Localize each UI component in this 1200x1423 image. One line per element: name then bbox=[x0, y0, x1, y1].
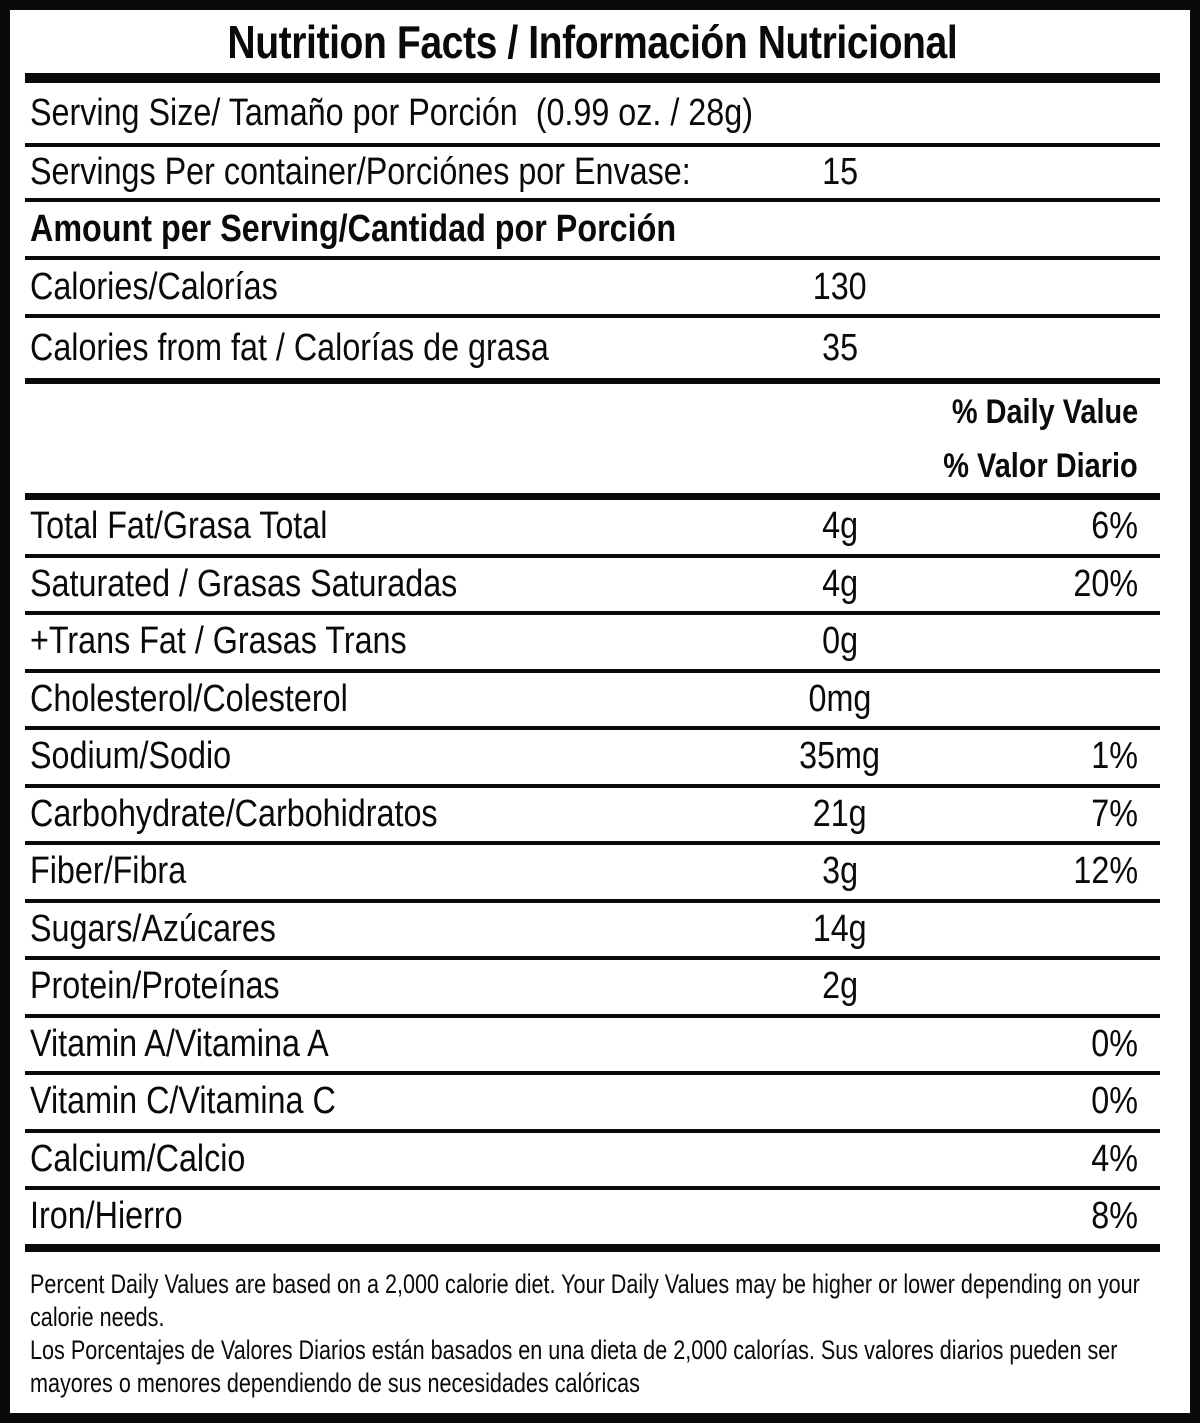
divider bbox=[25, 783, 1160, 788]
nutrient-label: Cholesterol/Colesterol bbox=[30, 677, 348, 720]
amount-per-serving-row: Amount per Serving/Cantidad por Porción bbox=[25, 202, 1160, 256]
nutrient-amount: 4g bbox=[822, 562, 858, 605]
divider bbox=[25, 841, 1160, 845]
divider bbox=[25, 898, 1160, 903]
nutrient-row-fiber: Fiber/Fibra 3g 12% bbox=[25, 845, 1160, 899]
nutrient-row-calcium: Calcium/Calcio 4% bbox=[25, 1133, 1160, 1187]
nutrient-row-vitamin-a: Vitamin A/Vitamina A 0% bbox=[25, 1018, 1160, 1072]
calories-value: 130 bbox=[813, 265, 867, 308]
nutrient-amount: 3g bbox=[822, 850, 858, 893]
nutrient-row-vitamin-c: Vitamin C/Vitamina C 0% bbox=[25, 1075, 1160, 1129]
nutrient-daily-value: 20% bbox=[1073, 562, 1138, 605]
calories-from-fat-row: Calories from fat / Calorías de grasa 35 bbox=[25, 318, 1160, 378]
nutrient-row-iron: Iron/Hierro 8% bbox=[25, 1190, 1160, 1244]
nutrient-label: Carbohydrate/Carbohidratos bbox=[30, 792, 438, 835]
divider bbox=[25, 1071, 1160, 1075]
daily-value-header-en-row: % Daily Value bbox=[25, 384, 1160, 440]
nutrient-row-sodium: Sodium/Sodio 35mg 1% bbox=[25, 730, 1160, 784]
divider bbox=[25, 1013, 1160, 1018]
nutrient-daily-value: 7% bbox=[1091, 792, 1138, 835]
title-separator-bar bbox=[25, 73, 1160, 83]
divider-thick bbox=[25, 493, 1160, 500]
nutrient-label: Calcium/Calcio bbox=[30, 1137, 246, 1180]
divider bbox=[25, 256, 1160, 260]
nutrient-row-protein: Protein/Proteínas 2g bbox=[25, 960, 1160, 1014]
nutrient-daily-value: 0% bbox=[1091, 1080, 1138, 1123]
nutrient-label: Vitamin A/Vitamina A bbox=[30, 1022, 329, 1065]
nutrient-amount: 21g bbox=[813, 792, 867, 835]
divider bbox=[25, 668, 1160, 673]
nutrient-label: Protein/Proteínas bbox=[30, 965, 280, 1008]
daily-value-header-en: % Daily Value bbox=[951, 392, 1138, 431]
nutrient-label: Sugars/Azúcares bbox=[30, 907, 276, 950]
nutrient-row-sugars: Sugars/Azúcares 14g bbox=[25, 903, 1160, 957]
divider bbox=[25, 1186, 1160, 1190]
footnote-line-en-1: Percent Daily Values are based on a 2,00… bbox=[30, 1268, 1140, 1299]
calories-label: Calories/Calorías bbox=[30, 265, 278, 308]
nutrient-daily-value: 0% bbox=[1091, 1022, 1138, 1065]
nutrient-amount: 0g bbox=[822, 620, 858, 663]
nutrient-row-carbohydrate: Carbohydrate/Carbohidratos 21g 7% bbox=[25, 788, 1160, 842]
nutrient-row-cholesterol: Cholesterol/Colesterol 0mg bbox=[25, 673, 1160, 727]
nutrient-label: Total Fat/Grasa Total bbox=[30, 505, 328, 548]
nutrient-daily-value: 12% bbox=[1073, 850, 1138, 893]
servings-per-container-row: Servings Per container/Porciónes por Env… bbox=[25, 147, 1160, 198]
serving-size-label: Serving Size/ Tamaño por Porción (0.99 o… bbox=[30, 91, 753, 134]
divider bbox=[25, 553, 1160, 558]
footnote-line-en-2: calorie needs. bbox=[30, 1301, 165, 1332]
nutrient-label: Fiber/Fibra bbox=[30, 850, 187, 893]
nutrient-label: Iron/Hierro bbox=[30, 1195, 183, 1238]
footnote-separator-bar bbox=[25, 1243, 1160, 1252]
nutrient-amount: 4g bbox=[822, 505, 858, 548]
nutrient-label: Saturated / Grasas Saturadas bbox=[30, 562, 458, 605]
nutrient-label: Vitamin C/Vitamina C bbox=[30, 1080, 336, 1123]
nutrient-amount: 0mg bbox=[808, 677, 872, 720]
label-title-row: Nutrition Facts / Información Nutriciona… bbox=[25, 10, 1160, 73]
footnote-line-es-1: Los Porcentajes de Valores Diarios están… bbox=[30, 1334, 1118, 1365]
label-content: Nutrition Facts / Información Nutriciona… bbox=[25, 10, 1160, 1413]
nutrient-row-trans-fat: +Trans Fat / Grasas Trans 0g bbox=[25, 615, 1160, 669]
nutrient-daily-value: 4% bbox=[1091, 1137, 1138, 1180]
divider bbox=[25, 314, 1160, 318]
divider bbox=[25, 198, 1160, 202]
nutrient-daily-value: 8% bbox=[1091, 1195, 1138, 1238]
nutrient-daily-value: 1% bbox=[1091, 735, 1138, 778]
divider bbox=[25, 726, 1160, 730]
nutrient-label: Sodium/Sodio bbox=[30, 735, 232, 778]
calories-from-fat-label: Calories from fat / Calorías de grasa bbox=[30, 326, 549, 369]
divider-thick bbox=[25, 378, 1160, 384]
nutrient-amount: 35mg bbox=[799, 735, 881, 778]
servings-per-container-value: 15 bbox=[822, 151, 858, 193]
nutrient-amount: 14g bbox=[813, 907, 867, 950]
serving-size-row: Serving Size/ Tamaño por Porción (0.99 o… bbox=[25, 83, 1160, 143]
divider bbox=[25, 143, 1160, 147]
divider bbox=[25, 956, 1160, 960]
nutrient-daily-value: 6% bbox=[1091, 505, 1138, 548]
divider bbox=[25, 1128, 1160, 1133]
footnote-line-es-2: mayores o menores dependiendo de sus nec… bbox=[30, 1367, 640, 1398]
nutrient-label: +Trans Fat / Grasas Trans bbox=[30, 620, 407, 663]
daily-value-header-es-row: % Valor Diario bbox=[25, 440, 1160, 493]
daily-value-header-es: % Valor Diario bbox=[943, 447, 1138, 485]
label-title: Nutrition Facts / Información Nutriciona… bbox=[227, 15, 958, 68]
footnote: Percent Daily Values are based on a 2,00… bbox=[25, 1252, 1160, 1400]
calories-from-fat-value: 35 bbox=[822, 326, 858, 369]
nutrient-amount: 2g bbox=[822, 965, 858, 1008]
servings-per-container-label: Servings Per container/Porciónes por Env… bbox=[30, 151, 691, 193]
calories-row: Calories/Calorías 130 bbox=[25, 260, 1160, 314]
nutrient-row-saturated-fat: Saturated / Grasas Saturadas 4g 20% bbox=[25, 558, 1160, 612]
divider bbox=[25, 611, 1160, 615]
nutrient-row-total-fat: Total Fat/Grasa Total 4g 6% bbox=[25, 500, 1160, 554]
amount-per-serving-label: Amount per Serving/Cantidad por Porción bbox=[30, 207, 677, 250]
